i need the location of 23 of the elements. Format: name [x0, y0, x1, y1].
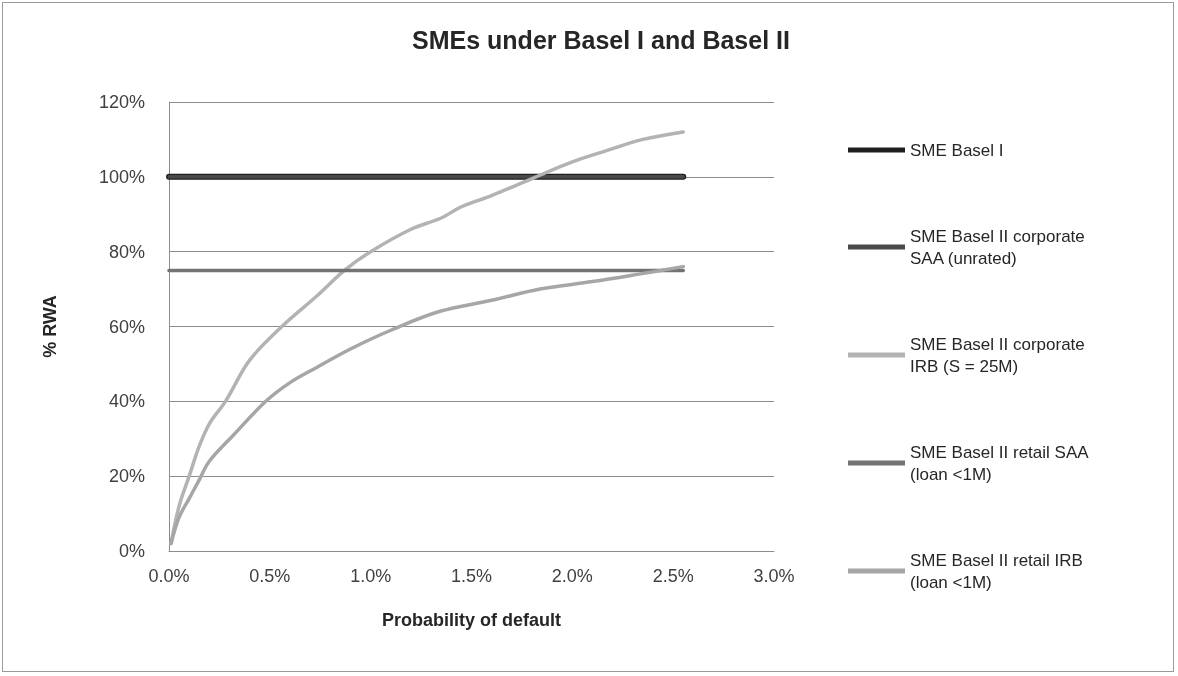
x-tick-label: 1.5% — [450, 566, 493, 586]
x-tick-label: 1.0% — [350, 566, 392, 586]
legend-label: SME Basel I — [910, 140, 1004, 160]
y-axis-title: % RWA — [40, 295, 60, 358]
x-tick-label: 3.0% — [753, 566, 795, 586]
x-axis-title: Probability of default — [381, 610, 562, 630]
y-tick-label: 80% — [108, 241, 145, 262]
legend-label: SME Basel II corporate SAA (unrated) — [910, 226, 1090, 268]
y-tick-label: 60% — [108, 316, 145, 337]
y-tick-label: 100% — [98, 166, 145, 187]
y-tick-label: 40% — [108, 391, 145, 412]
y-tick-label: 0% — [118, 541, 145, 561]
x-tick-label: 0.5% — [249, 566, 291, 586]
legend-label: SME Basel II corporate IRB (S = 25M) — [910, 334, 1090, 376]
line-series — [169, 264, 685, 546]
chart-title: SMEs under Basel I and Basel II — [412, 25, 790, 54]
x-tick-label: 0.0% — [148, 566, 190, 586]
legend-label: SME Basel II retail SAA (loan <1M) — [910, 442, 1093, 484]
legend-label: SME Basel II retail IRB (loan <1M) — [910, 550, 1088, 592]
x-tick-label: 2.5% — [652, 566, 694, 586]
y-tick-label: 120% — [98, 92, 145, 112]
x-tick-label: 2.0% — [551, 566, 593, 586]
y-tick-label: 20% — [108, 466, 145, 487]
